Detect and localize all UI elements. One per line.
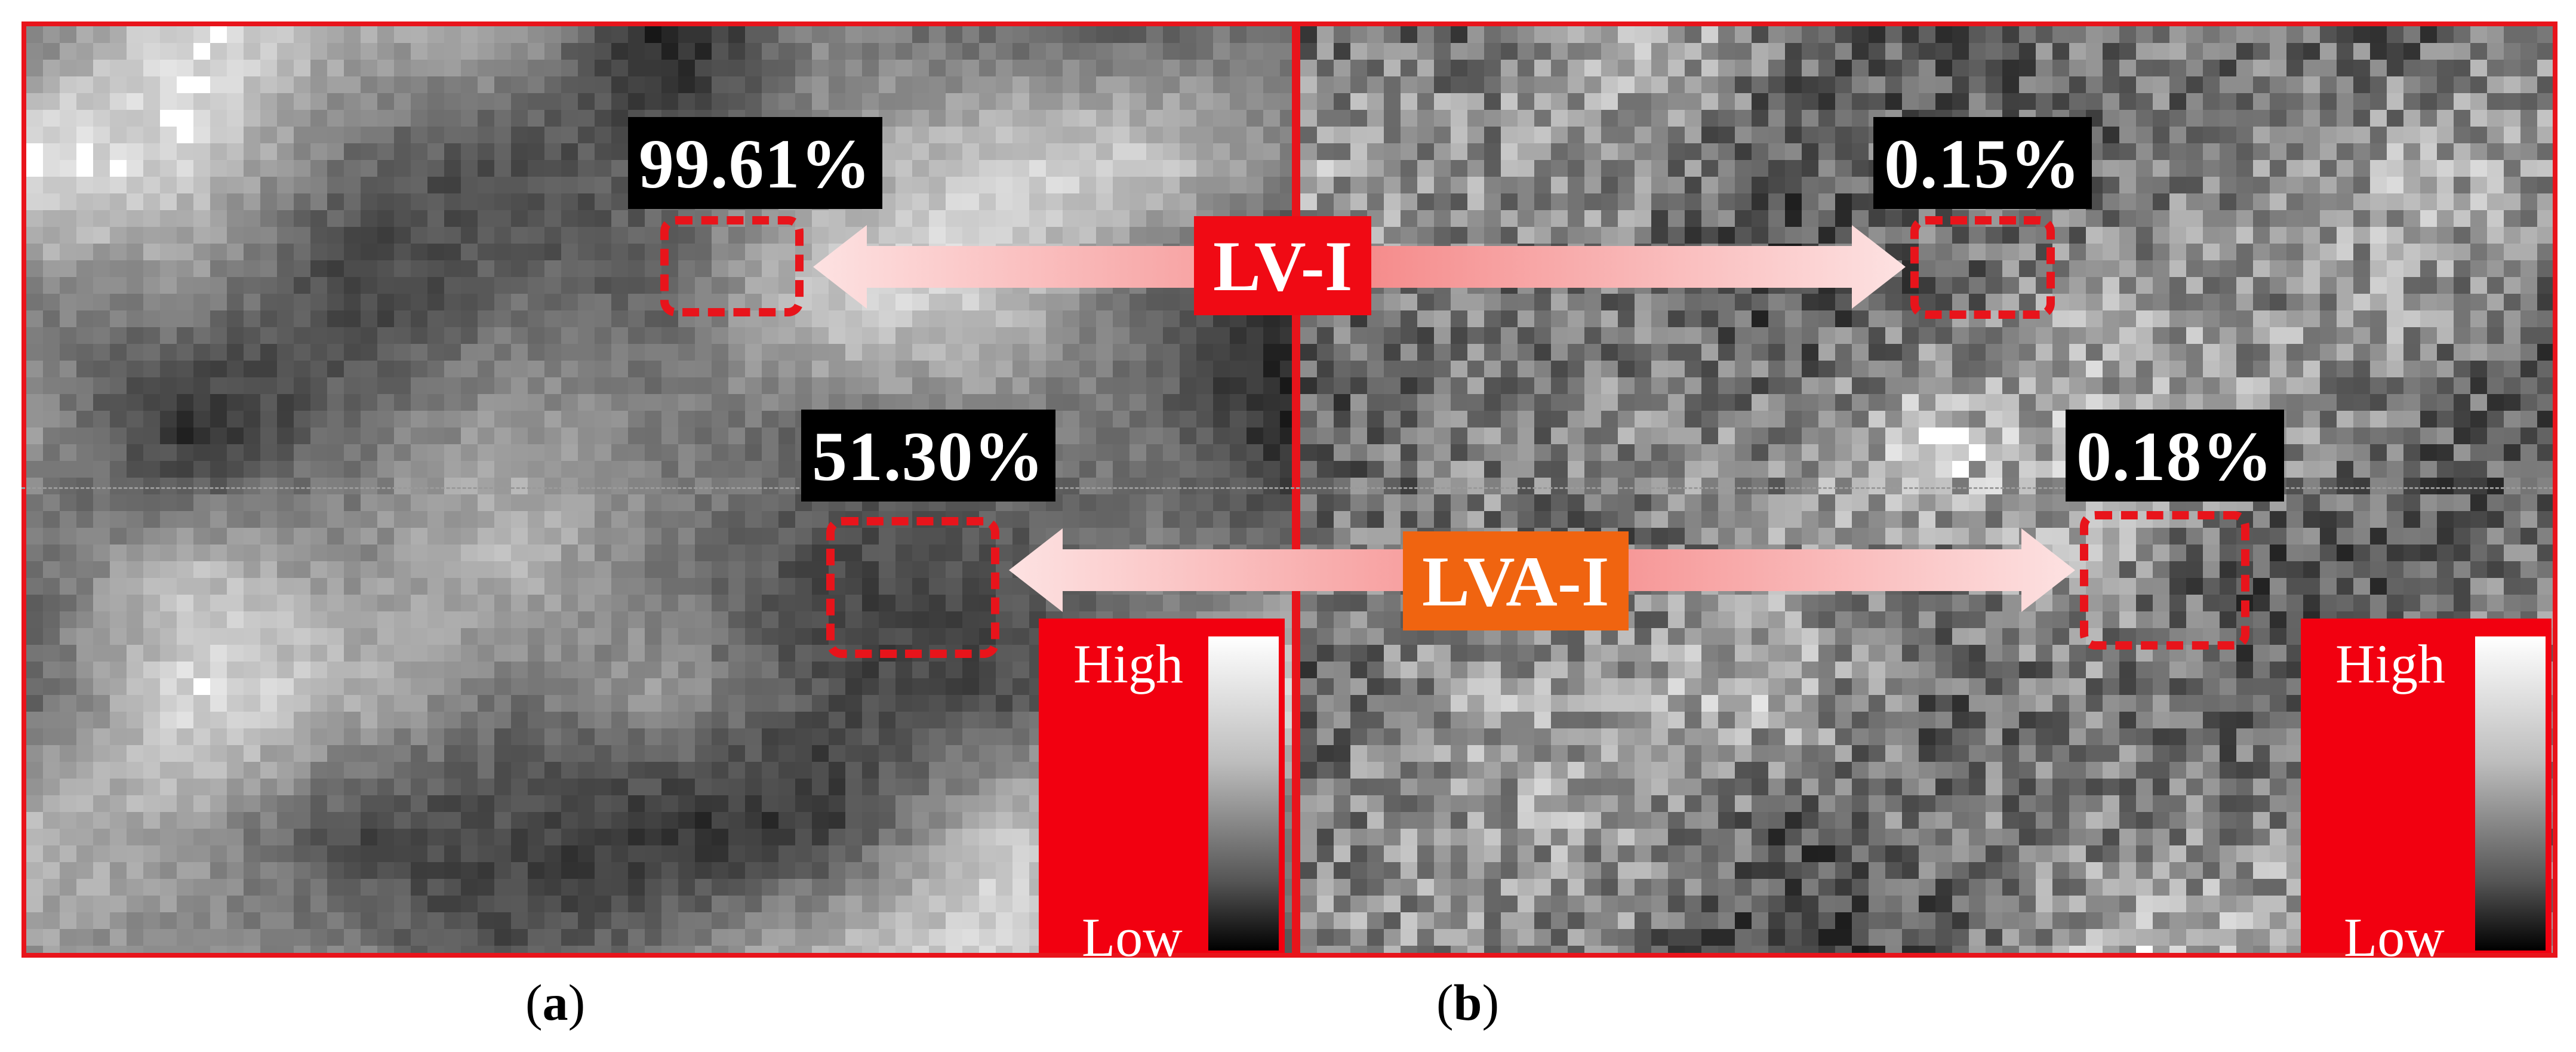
lv-i-badge: LV-I [1194,216,1372,315]
legend-high-label-a: High [1073,633,1183,694]
legend-gradient-bar-a [1208,636,1279,951]
caption-b-letter: b [1453,974,1482,1031]
roi-a-upper [660,216,804,316]
lva-i-badge: LVA-I [1403,531,1629,630]
caption-a: (a) [525,974,586,1031]
figure-frame [21,21,2557,958]
legend-low-label-b: Low [2344,907,2445,968]
legend-b: High Low [2301,619,2552,965]
percent-label-b-lower: 0.18% [2066,410,2284,502]
roi-b-upper [1910,216,2055,319]
roi-a-lower [826,517,999,658]
legend-a: High Low [1039,619,1285,965]
panel-divider [1292,26,1300,953]
caption-a-letter: a [542,974,568,1031]
percent-label-a-lower: 51.30% [801,410,1055,502]
legend-low-label-a: Low [1082,907,1183,968]
roi-b-lower [2080,511,2249,650]
legend-high-label-b: High [2335,633,2445,694]
caption-b: (b) [1436,974,1500,1031]
horizontal-guide-line [21,487,2553,489]
legend-gradient-bar-b [2475,636,2546,951]
percent-label-a-upper: 99.61% [628,117,882,209]
percent-label-b-upper: 0.15% [1873,117,2092,209]
